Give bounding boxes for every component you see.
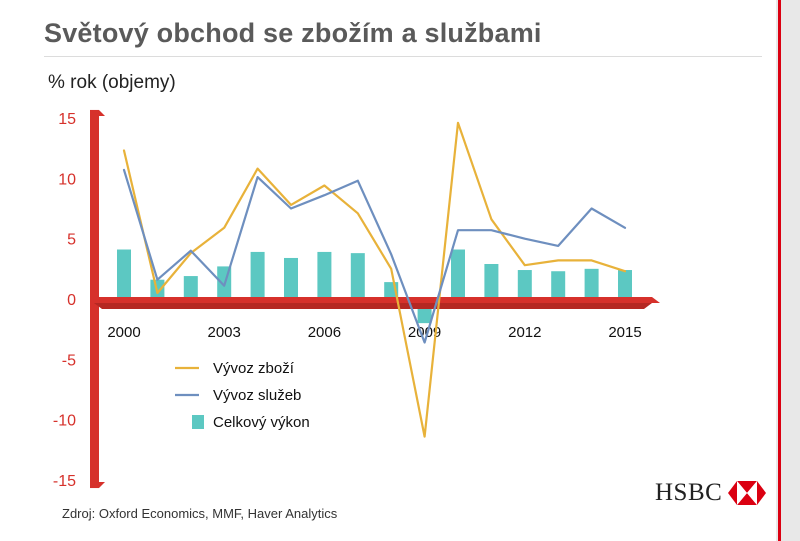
y-axis-cap-bottom: [90, 482, 105, 489]
y-tick-label: 10: [58, 171, 76, 188]
legend-label: Celkový výkon: [213, 414, 310, 431]
bar-celkovy-vykon: [350, 253, 365, 299]
x-tick-label: 2012: [508, 324, 541, 341]
bar-celkovy-vykon: [618, 270, 632, 299]
bar-celkovy-vykon: [183, 276, 198, 299]
x-tick-label: 2003: [208, 324, 241, 341]
bar-celkovy-vykon: [250, 251, 265, 299]
line-vyvoz-zbozi: [122, 121, 627, 438]
y-tick-label: 15: [58, 111, 76, 128]
source-note: Zdroj: Oxford Economics, MMF, Haver Anal…: [62, 506, 338, 521]
hexagon-logo-icon: [728, 481, 767, 505]
legend-swatch-bar: [192, 415, 204, 429]
hsbc-logo: HSBC: [655, 478, 767, 508]
bar-celkovy-vykon: [117, 249, 131, 299]
legend-label: Vývoz zboží: [213, 360, 295, 377]
bar-celkovy-vykon: [484, 263, 499, 299]
bar-celkovy-vykon: [584, 268, 599, 299]
legend-label: Vývoz služeb: [213, 387, 301, 404]
y-tick-label: -10: [53, 413, 76, 430]
title-divider: [44, 56, 762, 57]
x-tick-label: 2000: [107, 324, 140, 341]
line-vyvoz-sluzeb: [122, 168, 627, 344]
bar-celkovy-vykon: [284, 257, 298, 299]
x-axis-cap: [652, 297, 660, 303]
bar-celkovy-vykon: [551, 271, 566, 299]
x-tick-label: 2015: [608, 324, 641, 341]
bar-celkovy-vykon: [317, 251, 332, 299]
right-edge-accent: [778, 0, 781, 541]
page-title: Světový obchod se zbožím a službami: [44, 18, 542, 48]
bar-celkovy-vykon: [451, 249, 465, 299]
y-tick-label: -15: [53, 473, 76, 490]
x-axis-bar: [94, 297, 652, 303]
y-axis-cap-top: [90, 109, 105, 116]
x-tick-label: 2009: [408, 324, 441, 341]
y-tick-label: 0: [67, 292, 76, 309]
bar-celkovy-vykon: [517, 270, 532, 299]
chart-subtitle: % rok (objemy): [48, 72, 176, 93]
logo-text: HSBC: [655, 479, 723, 506]
y-tick-label: 5: [67, 232, 76, 249]
y-tick-label: -5: [62, 352, 76, 369]
x-axis-bevel: [94, 303, 652, 309]
x-tick-label: 2006: [308, 324, 341, 341]
